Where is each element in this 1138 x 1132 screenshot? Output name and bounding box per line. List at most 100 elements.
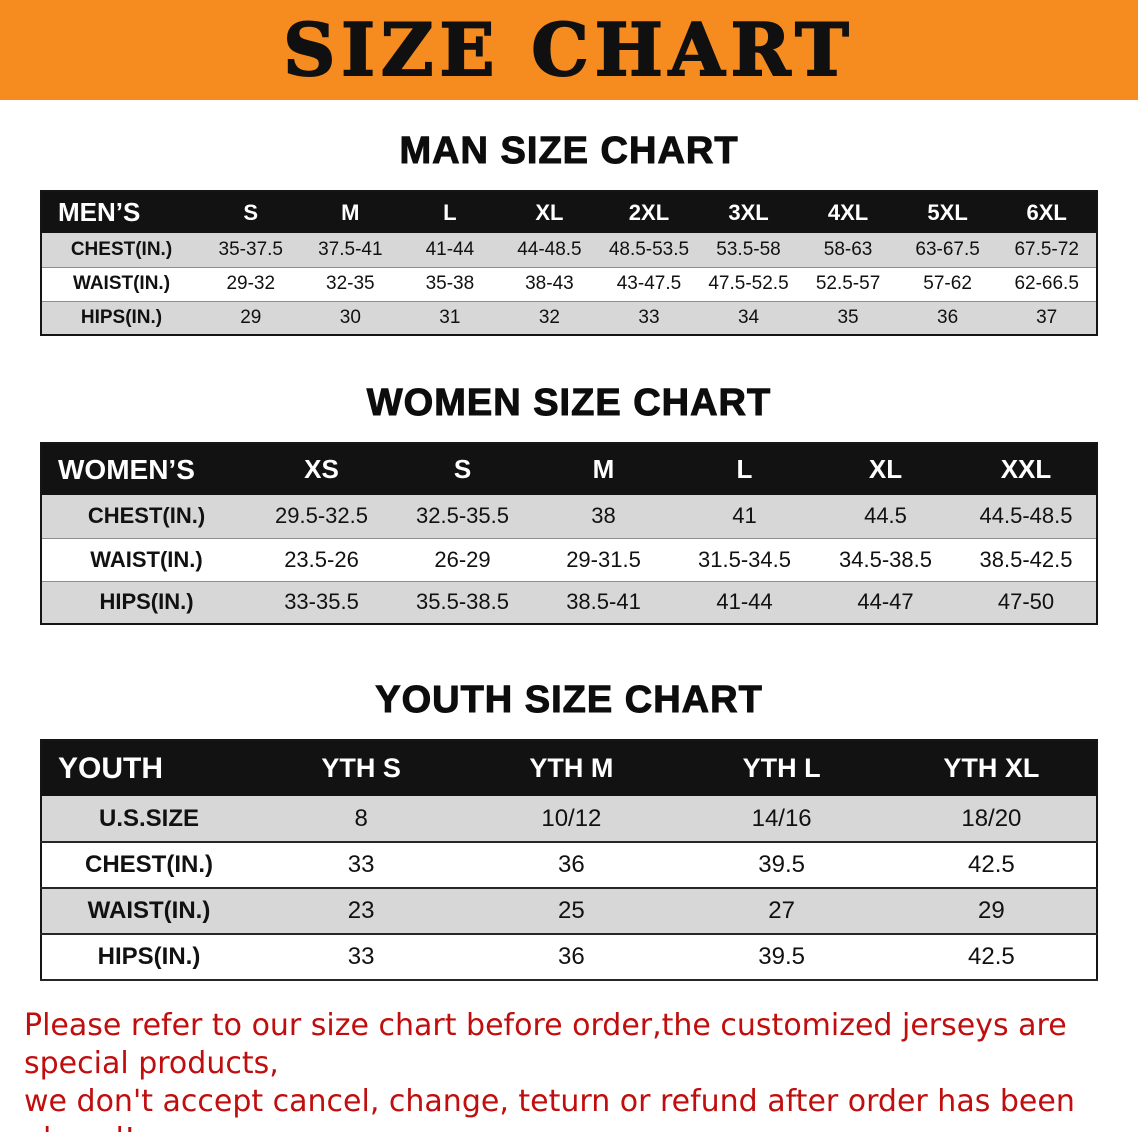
table-cell: 47-50 bbox=[997, 589, 1055, 615]
table-cell: 39.5 bbox=[758, 851, 805, 878]
youth-size-table: YOUTH YTH S YTH M YTH L YTH XL U.S.SIZE … bbox=[40, 739, 1098, 981]
table-cell: 52.5-57 bbox=[815, 273, 881, 294]
table-cell: 67.5-72 bbox=[1014, 238, 1079, 260]
table-cell: 8 bbox=[354, 804, 368, 832]
men-section: MAN SIZE CHART MEN’S S M L XL 2XL 3XL 4X… bbox=[0, 128, 1138, 336]
table-cell: 33-35.5 bbox=[284, 589, 359, 615]
size-column-header: M bbox=[300, 191, 401, 233]
table-cell: 57-62 bbox=[923, 273, 972, 294]
table-cell: 44.5-48.5 bbox=[979, 503, 1073, 529]
disclaimer: Please refer to our size chart before or… bbox=[24, 1007, 1120, 1132]
table-cell: 23 bbox=[347, 897, 375, 924]
size-column-header: YTH S bbox=[256, 740, 467, 796]
youth-section-heading: YOUTH SIZE CHART bbox=[375, 679, 763, 722]
table-cell: 34.5-38.5 bbox=[839, 546, 932, 572]
table-cell: 41-44 bbox=[716, 589, 773, 615]
table-cell: 37.5-41 bbox=[318, 238, 383, 260]
table-cell: 42.5 bbox=[968, 851, 1015, 878]
table-cell: 30 bbox=[339, 306, 361, 328]
row-label: WAIST(IN.) bbox=[90, 546, 203, 572]
row-label: WAIST(IN.) bbox=[87, 897, 211, 924]
table-cell: 41-44 bbox=[425, 238, 475, 260]
table-cell: 47.5-52.5 bbox=[708, 273, 789, 294]
women-section-heading: WOMEN SIZE CHART bbox=[366, 382, 772, 425]
size-column-header: YTH M bbox=[466, 740, 677, 796]
banner: SIZE CHART bbox=[0, 0, 1138, 100]
men-size-table: MEN’S S M L XL 2XL 3XL 4XL 5XL 6XL CHEST… bbox=[40, 190, 1098, 336]
table-row: CHEST(IN.) 29.5-32.5 32.5-35.5 38 41 44.… bbox=[41, 495, 1097, 538]
size-column-header: S bbox=[201, 191, 301, 233]
table-cell: 35.5-38.5 bbox=[416, 589, 509, 615]
youth-section: YOUTH SIZE CHART YOUTH YTH S YTH M YTH L… bbox=[0, 677, 1138, 981]
table-cell: 32 bbox=[538, 306, 560, 328]
women-section: WOMEN SIZE CHART WOMEN’S XS S M L XL XXL… bbox=[0, 380, 1138, 625]
men-section-heading: MAN SIZE CHART bbox=[399, 130, 739, 173]
table-cell: 37 bbox=[1036, 306, 1058, 328]
women-header-row: WOMEN’S XS S M L XL XXL bbox=[41, 443, 1097, 495]
size-column-header: S bbox=[392, 443, 533, 495]
table-row: HIPS(IN.) 33 36 39.5 42.5 bbox=[41, 934, 1097, 980]
table-cell: 33 bbox=[347, 851, 375, 878]
table-row: HIPS(IN.) 29 30 31 32 33 34 35 36 37 bbox=[41, 301, 1097, 335]
size-column-header: XXL bbox=[956, 443, 1097, 495]
table-cell: 62-66.5 bbox=[1014, 273, 1079, 294]
row-label: CHEST(IN.) bbox=[85, 851, 213, 878]
table-row: CHEST(IN.) 33 36 39.5 42.5 bbox=[41, 842, 1097, 888]
youth-header-row: YOUTH YTH S YTH M YTH L YTH XL bbox=[41, 740, 1097, 796]
row-label: CHEST(IN.) bbox=[87, 503, 206, 529]
table-cell: 42.5 bbox=[968, 943, 1015, 970]
table-row: WAIST(IN.) 23 25 27 29 bbox=[41, 888, 1097, 934]
men-header-row: MEN’S S M L XL 2XL 3XL 4XL 5XL 6XL bbox=[41, 191, 1097, 233]
row-label: U.S.SIZE bbox=[98, 804, 200, 832]
table-cell: 63-67.5 bbox=[915, 238, 980, 260]
size-column-header: L bbox=[400, 191, 500, 233]
table-cell: 48.5-53.5 bbox=[608, 238, 690, 260]
table-cell: 29 bbox=[978, 897, 1005, 924]
row-label: HIPS(IN.) bbox=[99, 589, 194, 615]
table-cell: 38.5-42.5 bbox=[979, 546, 1073, 572]
size-column-header: XS bbox=[251, 443, 392, 495]
size-column-header: 5XL bbox=[897, 191, 998, 233]
table-row: WAIST(IN.) 29-32 32-35 35-38 38-43 43-47… bbox=[41, 267, 1097, 301]
size-column-header: YTH L bbox=[676, 740, 887, 796]
table-cell: 35 bbox=[837, 306, 859, 328]
table-cell: 39.5 bbox=[758, 943, 805, 970]
table-cell: 25 bbox=[558, 897, 585, 924]
table-cell: 44-47 bbox=[857, 589, 914, 615]
table-cell: 35-38 bbox=[425, 273, 475, 294]
page-title: SIZE CHART bbox=[282, 7, 855, 92]
row-label: CHEST(IN.) bbox=[70, 238, 173, 260]
size-column-header: L bbox=[674, 443, 815, 495]
women-table-title: WOMEN’S bbox=[41, 443, 251, 495]
table-cell: 36 bbox=[558, 943, 585, 970]
row-label: HIPS(IN.) bbox=[80, 306, 163, 328]
table-cell: 27 bbox=[768, 897, 795, 924]
table-cell: 44-48.5 bbox=[517, 238, 582, 260]
table-cell: 38.5-41 bbox=[566, 589, 641, 615]
table-cell: 34 bbox=[737, 306, 760, 328]
table-cell: 29-31.5 bbox=[566, 546, 641, 572]
table-row: U.S.SIZE 8 10/12 14/16 18/20 bbox=[41, 796, 1097, 842]
size-column-header: 4XL bbox=[798, 191, 898, 233]
size-column-header: XL bbox=[499, 191, 600, 233]
table-cell: 29-32 bbox=[226, 273, 276, 294]
size-column-header: 6XL bbox=[997, 191, 1097, 233]
size-column-header: YTH XL bbox=[886, 740, 1097, 796]
table-cell: 29 bbox=[240, 306, 262, 328]
table-cell: 29.5-32.5 bbox=[275, 503, 368, 529]
table-row: CHEST(IN.) 35-37.5 37.5-41 41-44 44-48.5… bbox=[41, 233, 1097, 267]
table-cell: 23.5-26 bbox=[284, 546, 359, 572]
table-cell: 10/12 bbox=[541, 804, 602, 832]
youth-table-title: YOUTH bbox=[41, 740, 256, 796]
table-cell: 18/20 bbox=[961, 804, 1022, 832]
size-column-header: XL bbox=[815, 443, 956, 495]
table-cell: 41 bbox=[732, 503, 757, 529]
size-column-header: 2XL bbox=[599, 191, 699, 233]
table-cell: 33 bbox=[347, 943, 375, 970]
size-column-header: 3XL bbox=[698, 191, 799, 233]
men-table-title: MEN’S bbox=[41, 191, 201, 233]
table-cell: 14/16 bbox=[751, 804, 812, 832]
table-cell: 44.5 bbox=[864, 503, 907, 529]
table-cell: 26-29 bbox=[434, 546, 491, 572]
